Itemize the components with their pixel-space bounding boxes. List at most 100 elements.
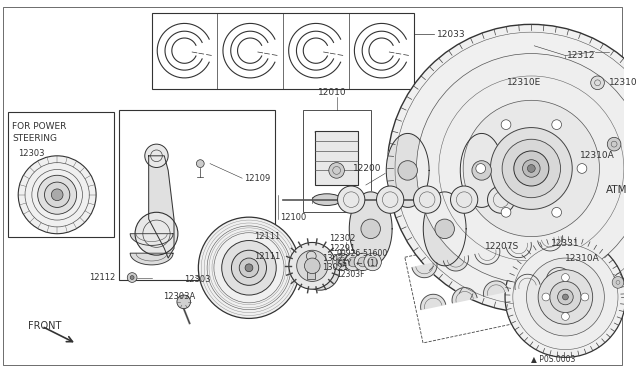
Polygon shape (349, 192, 392, 266)
Circle shape (45, 182, 70, 208)
Text: 12303: 12303 (18, 150, 45, 158)
Text: 12310A: 12310A (565, 254, 600, 263)
Bar (120, 110, 275, 280)
Circle shape (376, 186, 404, 213)
Circle shape (563, 294, 568, 300)
Circle shape (364, 253, 381, 271)
Circle shape (523, 160, 540, 177)
Circle shape (612, 276, 624, 288)
Circle shape (591, 76, 604, 90)
Circle shape (337, 257, 346, 267)
Circle shape (505, 237, 626, 357)
Circle shape (333, 253, 350, 271)
Circle shape (463, 100, 600, 237)
Bar (8, 112, 114, 237)
Circle shape (488, 186, 515, 213)
Circle shape (542, 293, 550, 301)
Circle shape (232, 250, 266, 285)
Circle shape (502, 139, 561, 198)
Circle shape (550, 281, 581, 312)
Circle shape (472, 161, 492, 180)
Text: 12111: 12111 (254, 251, 280, 261)
Circle shape (354, 253, 372, 271)
Text: 12010: 12010 (318, 88, 347, 97)
Circle shape (527, 258, 604, 336)
Polygon shape (148, 156, 174, 258)
Circle shape (557, 289, 573, 305)
Circle shape (417, 54, 640, 283)
Text: 12303A: 12303A (163, 292, 196, 301)
Circle shape (337, 186, 365, 213)
Text: FRONT: FRONT (28, 321, 61, 331)
Circle shape (398, 161, 417, 180)
Circle shape (305, 258, 320, 274)
Text: KEY  ←  (1): KEY ← (1) (337, 259, 378, 268)
Circle shape (552, 208, 561, 217)
Circle shape (413, 186, 441, 213)
Circle shape (301, 251, 340, 290)
Circle shape (513, 244, 618, 350)
Circle shape (18, 156, 96, 234)
Ellipse shape (312, 194, 342, 205)
Polygon shape (420, 294, 445, 310)
Polygon shape (130, 253, 173, 265)
Circle shape (198, 217, 300, 318)
Circle shape (368, 257, 378, 267)
Text: 00926-51600: 00926-51600 (337, 248, 388, 258)
Text: 12331: 12331 (551, 239, 579, 248)
Circle shape (177, 295, 191, 309)
Text: 13021: 13021 (322, 263, 348, 272)
Circle shape (501, 208, 511, 217)
Circle shape (348, 257, 358, 267)
Circle shape (451, 186, 478, 213)
Polygon shape (460, 134, 503, 208)
Text: 12310A: 12310A (580, 151, 615, 160)
Circle shape (221, 241, 276, 295)
Polygon shape (506, 243, 531, 258)
Text: 12112: 12112 (90, 273, 116, 282)
Circle shape (196, 160, 204, 167)
Circle shape (527, 164, 535, 172)
Circle shape (358, 257, 368, 267)
Circle shape (490, 128, 572, 209)
Bar (152, 13, 415, 89)
Circle shape (344, 253, 362, 271)
Text: 12310E: 12310E (507, 78, 541, 87)
Circle shape (361, 219, 380, 238)
Text: 12310: 12310 (609, 78, 638, 87)
Text: 12312: 12312 (567, 51, 596, 60)
Text: ATM: ATM (606, 185, 628, 195)
Circle shape (38, 175, 77, 214)
Circle shape (145, 144, 168, 167)
Text: 12303F: 12303F (337, 270, 365, 279)
Text: STEERING: STEERING (12, 134, 58, 143)
Text: 12207S: 12207S (484, 242, 519, 251)
Text: 12291: 12291 (329, 244, 355, 253)
Polygon shape (452, 288, 477, 303)
Polygon shape (483, 281, 509, 296)
Circle shape (476, 164, 486, 173)
Text: 12033: 12033 (437, 30, 465, 39)
Text: ▲ P0S.0003: ▲ P0S.0003 (531, 354, 576, 363)
Polygon shape (387, 134, 429, 208)
Circle shape (435, 219, 454, 238)
Bar (303, 110, 371, 212)
Circle shape (245, 264, 253, 272)
Polygon shape (475, 249, 500, 264)
Circle shape (289, 243, 335, 289)
Circle shape (239, 258, 259, 278)
Circle shape (329, 163, 344, 178)
Text: 12111: 12111 (254, 232, 280, 241)
Circle shape (552, 120, 561, 129)
Polygon shape (547, 267, 572, 283)
Circle shape (387, 25, 640, 312)
Text: FOR POWER: FOR POWER (12, 122, 67, 131)
Text: 12302: 12302 (329, 234, 355, 243)
Circle shape (297, 250, 328, 281)
Polygon shape (423, 192, 466, 266)
Bar (315, 131, 358, 185)
Text: 13022: 13022 (322, 254, 348, 263)
Circle shape (127, 273, 137, 282)
Circle shape (501, 120, 511, 129)
Circle shape (135, 212, 178, 255)
